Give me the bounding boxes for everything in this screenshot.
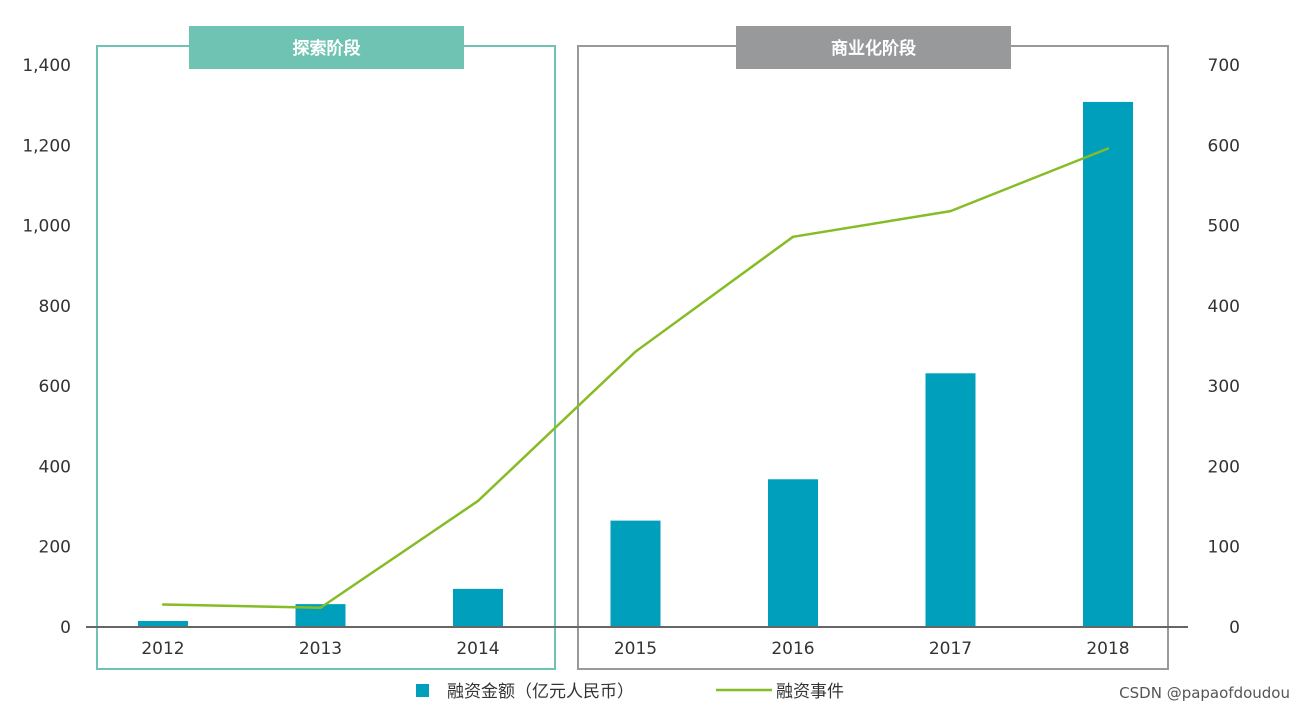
right-tick-600: 600 xyxy=(1208,136,1240,156)
line-point-2015 xyxy=(634,350,637,353)
phase-header-commercial xyxy=(736,26,1011,69)
x-label-2012: 2012 xyxy=(141,639,184,659)
right-tick-400: 400 xyxy=(1208,297,1240,317)
x-label-2017: 2017 xyxy=(929,639,972,659)
left-tick-1,400: 1,400 xyxy=(22,56,71,76)
legend-line-label: 融资事件 xyxy=(776,682,844,702)
right-tick-100: 100 xyxy=(1208,538,1240,558)
legend-bar-label: 融资金额（亿元人民币） xyxy=(447,682,634,702)
left-tick-200: 200 xyxy=(39,538,71,558)
left-axis-ticks: 0 200 400 600 800 1,000 1,200 1,400 xyxy=(22,56,71,638)
right-tick-0: 0 xyxy=(1229,618,1240,638)
line-point-2017 xyxy=(949,209,952,213)
left-tick-0: 0 xyxy=(60,618,71,638)
line-point-2018 xyxy=(1106,147,1110,150)
x-label-2014: 2014 xyxy=(456,639,499,659)
line-point-2016 xyxy=(791,235,795,239)
left-tick-400: 400 xyxy=(39,457,71,477)
line-series xyxy=(161,147,1110,609)
legend-bar-swatch xyxy=(416,684,429,697)
phase-box-commercial xyxy=(577,45,1169,670)
right-tick-300: 300 xyxy=(1208,377,1240,397)
left-tick-1,200: 1,200 xyxy=(22,136,71,156)
x-label-2015: 2015 xyxy=(614,639,657,659)
line-point-2013 xyxy=(319,606,322,609)
phase-box-exploration xyxy=(96,45,556,670)
bar-2012 xyxy=(138,620,188,627)
bar-2016 xyxy=(768,479,818,627)
x-label-2018: 2018 xyxy=(1086,639,1129,659)
right-tick-500: 500 xyxy=(1208,217,1240,237)
watermark: CSDN @papaofdoudou xyxy=(1119,684,1290,702)
bar-2014 xyxy=(453,588,503,627)
left-tick-600: 600 xyxy=(39,377,71,397)
phase-label-commercial: 商业化阶段 xyxy=(831,38,916,59)
left-tick-800: 800 xyxy=(39,297,71,317)
bar-series xyxy=(138,101,1133,628)
x-axis-labels: 2012 2013 2014 2015 2016 2017 2018 xyxy=(141,639,1129,659)
right-tick-700: 700 xyxy=(1208,56,1240,76)
bar-2013 xyxy=(295,604,346,627)
x-label-2013: 2013 xyxy=(299,639,342,659)
line-point-2014 xyxy=(476,499,480,503)
line-point-2012 xyxy=(161,603,165,606)
left-tick-1,000: 1,000 xyxy=(22,217,71,237)
x-label-2016: 2016 xyxy=(771,639,814,659)
bar-2018 xyxy=(1083,101,1133,628)
phase-label-exploration: 探索阶段 xyxy=(293,38,361,59)
right-axis-ticks: 0 100 200 300 400 500 600 700 xyxy=(1208,56,1240,638)
right-tick-200: 200 xyxy=(1208,457,1240,477)
bar-2015 xyxy=(610,520,661,627)
phase-header-exploration xyxy=(189,26,464,69)
bar-2017 xyxy=(925,373,976,627)
